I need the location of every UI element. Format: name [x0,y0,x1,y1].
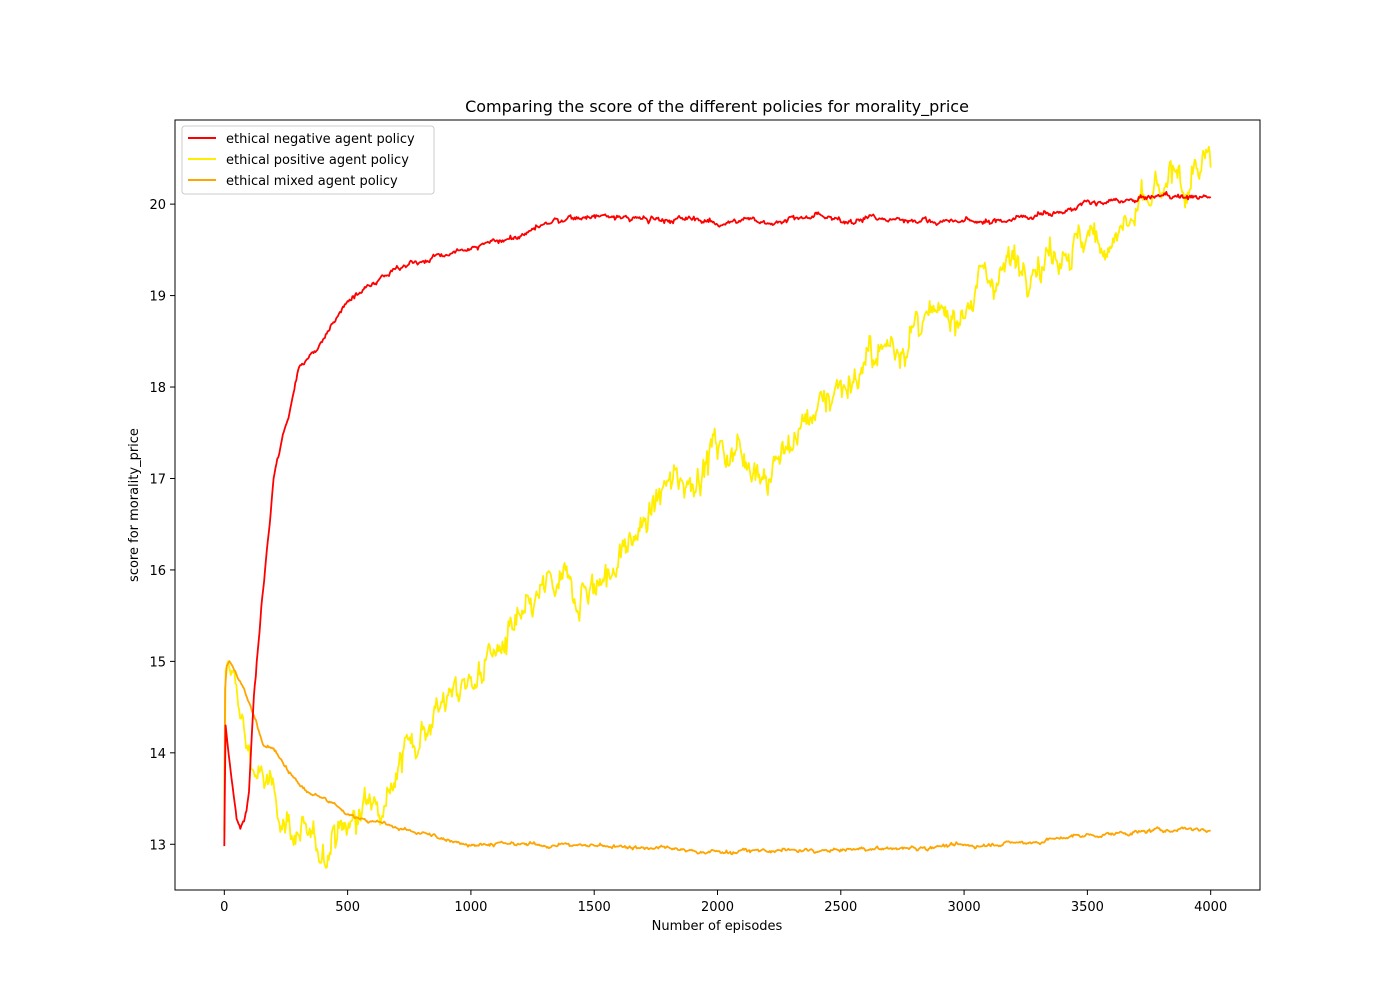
y-axis-ticks: 13 14 15 16 17 18 19 20 [149,198,175,853]
series-line-negative [223,190,1212,847]
legend-entry-positive: ethical positive agent policy [188,153,409,168]
legend-entry-negative: ethical negative agent policy [188,132,415,147]
y-tick-label: 15 [149,655,166,670]
legend-label-negative: ethical negative agent policy [226,132,415,147]
y-tick-label: 14 [149,747,166,762]
y-tick-label: 16 [149,564,166,579]
y-tick-label: 20 [149,198,166,213]
legend: ethical negative agent policy ethical po… [181,125,435,195]
x-tick-label: 4000 [1194,900,1227,915]
series-line-positive [223,145,1212,869]
x-tick-label: 500 [335,900,360,915]
legend-box [181,125,435,195]
x-axis-label: Number of episodes [652,919,783,934]
x-tick-label: 2000 [701,900,734,915]
y-tick-label: 13 [149,838,166,853]
legend-entry-mixed: ethical mixed agent policy [188,174,398,189]
x-axis-ticks: 0 500 1000 1500 2000 2500 3000 3500 4000 [220,890,1227,915]
x-tick-label: 3000 [948,900,981,915]
y-axis-label: score for morality_price [127,428,142,582]
y-tick-label: 19 [149,290,166,305]
x-tick-label: 1500 [578,900,611,915]
plot-area-frame [174,119,1261,891]
series-line-mixed [223,660,1211,856]
x-tick-label: 0 [220,900,228,915]
legend-label-positive: ethical positive agent policy [226,153,409,168]
y-tick-label: 17 [149,472,166,487]
x-tick-label: 3500 [1071,900,1104,915]
plot-lines [223,145,1212,869]
chart-title: Comparing the score of the different pol… [465,97,969,117]
x-tick-label: 1000 [454,900,487,915]
x-tick-label: 2500 [824,900,857,915]
legend-label-mixed: ethical mixed agent policy [226,174,398,189]
y-tick-label: 18 [149,381,166,396]
